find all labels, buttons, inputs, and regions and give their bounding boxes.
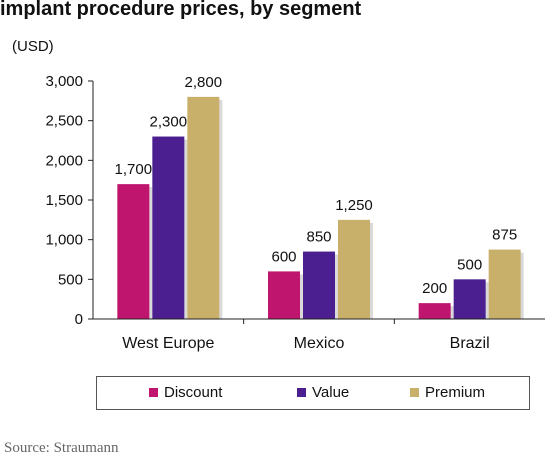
legend-item-discount: Discount: [149, 384, 222, 401]
y-tick-label: 0: [75, 311, 83, 328]
legend: Discount Value Premium: [96, 376, 530, 410]
legend-swatch-premium: [410, 388, 419, 397]
chart-title: implant procedure prices, by segment: [0, 0, 362, 20]
y-tick-label: 500: [58, 271, 83, 288]
x-tick-label: Brazil: [450, 335, 490, 352]
legend-label-value: Value: [312, 384, 350, 401]
bars: [117, 96, 524, 319]
legend-item-premium: Premium: [410, 384, 485, 401]
bar: [187, 96, 220, 319]
bar: [152, 136, 185, 319]
x-tick-label: Mexico: [294, 335, 345, 352]
bar: [488, 249, 521, 319]
bar-value-label: 500: [457, 256, 482, 273]
bar: [117, 184, 150, 319]
bar-value-label: 1,700: [115, 161, 153, 178]
y-axis-unit-label: (USD): [12, 38, 54, 55]
bar-value-label: 1,250: [335, 197, 373, 214]
bar: [453, 279, 486, 319]
bar-value-label: 2,300: [150, 114, 188, 131]
bar-value-label: 850: [306, 229, 331, 246]
y-tick-label: 1,500: [45, 192, 83, 209]
y-tick-label: 3,000: [45, 73, 83, 90]
legend-label-discount: Discount: [164, 384, 223, 401]
bar: [418, 303, 451, 319]
bar: [268, 271, 300, 319]
x-tick-label: West Europe: [122, 335, 214, 352]
bar-value-label: 875: [492, 227, 517, 244]
bar: [338, 219, 370, 319]
legend-label-premium: Premium: [425, 384, 486, 401]
x-axis-ticks: West Europe Mexico Brazil: [122, 319, 490, 352]
bar: [303, 251, 335, 319]
bar-value-label: 200: [422, 280, 447, 297]
legend-swatch-value: [297, 388, 306, 397]
legend-item-value: Value: [297, 384, 349, 401]
y-axis-ticks: 0 500 1,000 1,500 2,000 2,500 3,000: [45, 73, 93, 328]
legend-swatch-discount: [149, 388, 158, 397]
bar-value-label: 2,800: [185, 74, 223, 91]
bar-value-label: 600: [271, 248, 296, 265]
y-tick-label: 2,500: [45, 113, 83, 130]
y-tick-label: 2,000: [45, 152, 83, 169]
source-note: Source: Straumann: [4, 440, 119, 456]
y-tick-label: 1,000: [45, 232, 83, 249]
